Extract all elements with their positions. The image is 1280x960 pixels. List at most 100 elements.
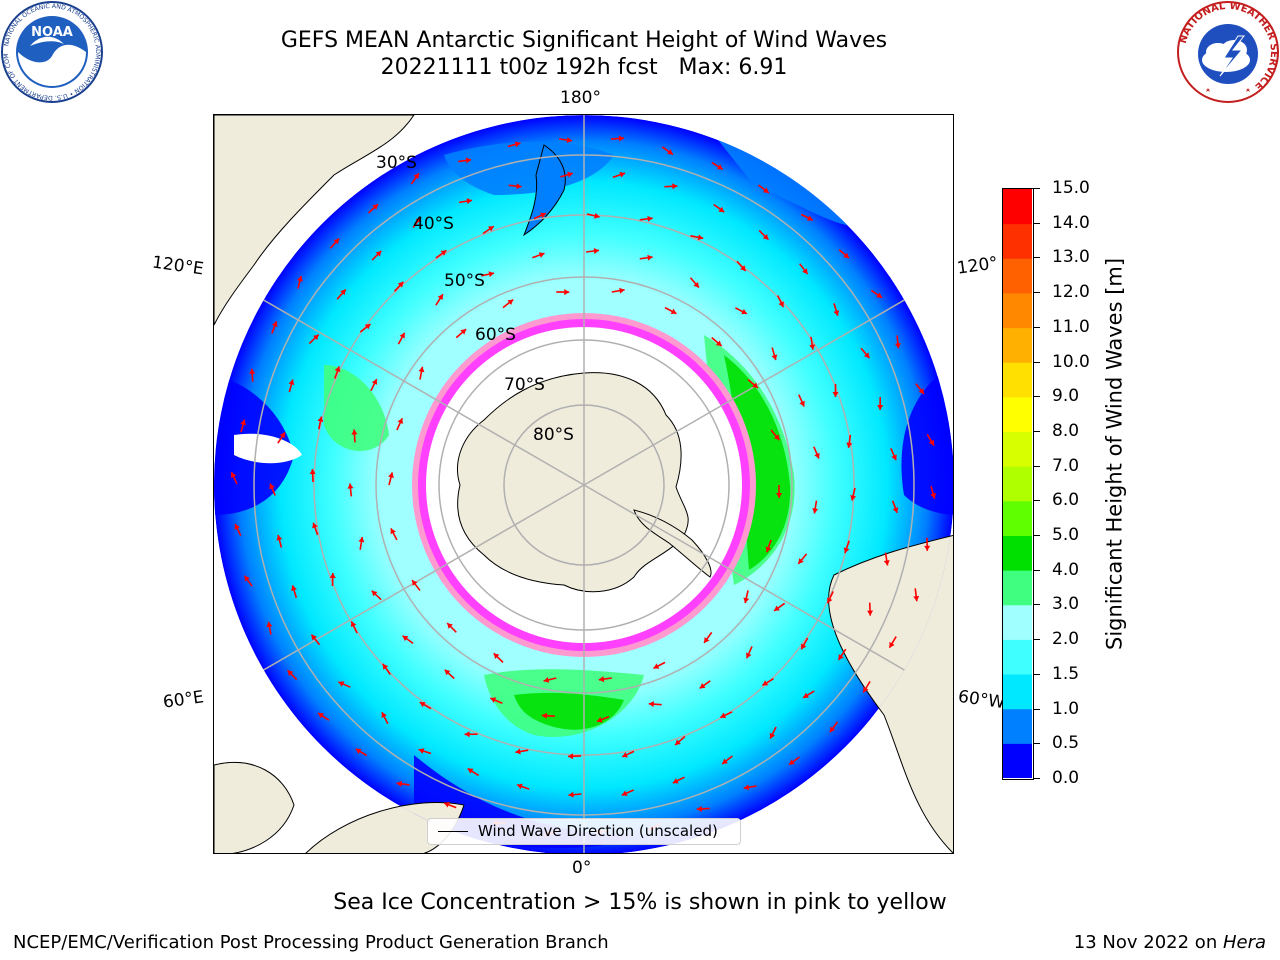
lon-label-0: 0° <box>572 858 592 878</box>
colorbar-tick-label: 0.0 <box>1052 768 1080 788</box>
wave-direction-arrowhead <box>619 171 626 178</box>
colorbar-swatch <box>1003 189 1032 225</box>
wave-direction-arrowhead <box>568 791 574 798</box>
colorbar-swatch <box>1003 639 1032 675</box>
colorbar-tick-mark <box>1034 500 1040 502</box>
wave-direction-arrowhead <box>288 379 295 386</box>
colorbar-tick-label: 10.0 <box>1052 351 1090 372</box>
wave-direction-arrowhead <box>230 472 237 478</box>
colorbar-swatch <box>1003 258 1032 294</box>
wave-direction-arrowhead <box>928 439 934 446</box>
lat-label-80s: 80°S <box>533 425 574 445</box>
wave-direction-arrowhead <box>693 281 699 288</box>
wave-direction-arrowhead <box>333 238 340 245</box>
antarctic-peninsula <box>633 509 712 578</box>
wave-direction-arrowhead <box>876 292 883 298</box>
wave-direction-arrowhead <box>765 546 772 553</box>
wave-direction-arrowhead <box>704 637 710 643</box>
wave-direction-arrowhead <box>419 702 426 708</box>
wave-direction-arrowhead <box>467 768 474 774</box>
colorbar-tick-mark <box>1034 569 1040 571</box>
wave-direction-arrowhead <box>596 716 603 723</box>
wave-direction-arrowhead <box>318 713 324 719</box>
wave-direction-arrowhead <box>418 366 425 373</box>
lon-label-180: 180° <box>560 88 601 108</box>
colorbar-swatches <box>1003 189 1032 778</box>
colorbar-tick-mark <box>1034 639 1040 641</box>
wave-direction-arrowhead <box>699 683 706 689</box>
wave-direction-arrowhead <box>741 308 747 315</box>
wave-direction-arrowhead <box>375 250 382 257</box>
missing-data-patch <box>234 433 302 464</box>
lon-label-60w: 60°W <box>956 686 1007 714</box>
wave-direction-arrowhead <box>399 332 405 339</box>
wave-direction-arrowhead <box>621 790 628 796</box>
wave-direction-arrowhead <box>244 575 250 582</box>
colorbar-swatch <box>1003 535 1032 571</box>
wave-direction-arrowhead <box>568 753 574 760</box>
wave-direction-arrowhead <box>883 560 890 566</box>
wave-direction-arrowhead <box>648 701 654 708</box>
colorbar-tick-mark <box>1034 535 1040 537</box>
wave-direction-arrowhead <box>774 605 780 611</box>
wave-direction-arrowhead <box>798 558 804 564</box>
new-zealand <box>522 144 566 237</box>
wave-direction-arrowhead <box>444 669 451 676</box>
wave-direction-arrowhead <box>892 507 899 513</box>
wave-direction-arrowhead <box>312 522 318 529</box>
wave-direction-arrowhead <box>622 751 628 758</box>
wave-direction-arrowhead <box>696 805 702 812</box>
wave-direction-arrowhead <box>567 171 573 178</box>
wave-direction-arrowhead <box>778 301 784 308</box>
colorbar-swatch <box>1003 223 1032 259</box>
colorbar-swatch <box>1003 500 1032 536</box>
chart-title: GEFS MEAN Antarctic Significant Height o… <box>280 28 888 53</box>
colorbar-tick-label: 0.5 <box>1052 733 1080 754</box>
wave-direction-arrowhead <box>789 759 795 765</box>
wave-direction-arrowhead <box>415 217 421 223</box>
footer-credit: NCEP/EMC/Verification Post Processing Pr… <box>13 932 609 953</box>
colorbar-tick-label: 9.0 <box>1052 386 1080 407</box>
wave-direction-arrowhead <box>672 183 678 190</box>
wave-height-region <box>901 365 953 515</box>
lon-label-120w: 120° <box>955 253 1000 279</box>
wave-direction-arrowhead <box>771 354 778 361</box>
antarctica <box>456 372 689 593</box>
wave-direction-arrowhead <box>776 492 783 498</box>
wave-direction-arrowhead <box>313 334 319 341</box>
wave-direction-arrowhead <box>667 149 673 155</box>
wave-direction-arrowhead <box>715 340 722 347</box>
map-legend: Wind Wave Direction (unscaled) <box>427 818 741 845</box>
wave-direction-arrowhead <box>843 252 850 259</box>
wave-direction-arrowhead <box>464 731 470 738</box>
wave-direction-arrowhead <box>745 652 752 659</box>
footer-machine: Hera <box>1222 932 1266 953</box>
noaa-logo-text: NOAA <box>31 25 73 40</box>
wave-direction-arrowhead <box>594 212 600 219</box>
wave-direction-arrowhead <box>924 545 931 551</box>
wave-direction-arrowhead <box>437 294 443 301</box>
colorbar-tick-label: 5.0 <box>1052 525 1080 546</box>
colorbar-tick-label: 1.5 <box>1052 663 1080 684</box>
wave-direction-arrowhead <box>447 623 453 629</box>
wave-direction-arrowhead <box>675 739 681 745</box>
wave-direction-arrowhead <box>564 289 570 296</box>
colorbar-tick-mark <box>1034 188 1040 189</box>
wave-direction-arrowhead <box>460 329 467 335</box>
wave-direction-arrowhead <box>269 483 275 490</box>
wave-direction-arrowhead <box>829 726 836 733</box>
wave-direction-arrowhead <box>743 784 750 791</box>
wave-direction-arrowhead <box>773 434 780 441</box>
wave-direction-arrowhead <box>543 676 550 683</box>
wave-direction-arrowhead <box>718 206 725 213</box>
longitude-line <box>219 484 585 696</box>
wave-direction-arrowhead <box>266 621 273 628</box>
wave-direction-arrowhead <box>647 215 653 222</box>
colorbar-tick-mark <box>1034 326 1040 328</box>
wave-direction-arrowhead <box>309 469 316 475</box>
wave-direction-arrowhead <box>807 215 813 221</box>
wave-direction-arrowhead <box>894 343 901 349</box>
wave-direction-arrowhead <box>843 547 850 554</box>
longitude-line <box>583 484 949 696</box>
wave-direction-arrowhead <box>487 226 494 232</box>
